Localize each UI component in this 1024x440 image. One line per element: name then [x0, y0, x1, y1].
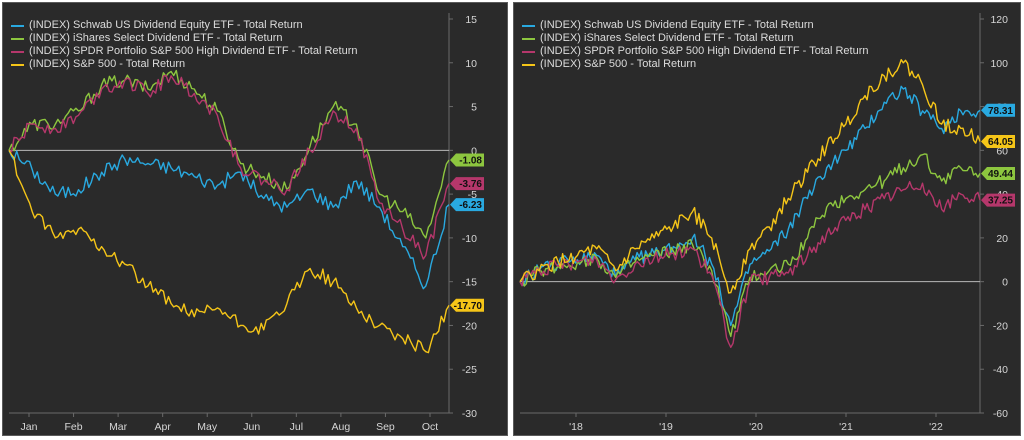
legend-label-spdr: (INDEX) SPDR Portfolio S&P 500 High Divi…	[540, 45, 869, 57]
end-label-text-schwab: -6.23	[459, 200, 482, 211]
series-line-spdr	[519, 180, 981, 348]
legend-swatch-sp500	[522, 63, 535, 66]
legend-item-ishares: (INDEX) iShares Select Dividend ETF - To…	[11, 32, 358, 45]
end-label-sp500: -17.70	[450, 298, 484, 312]
end-label-tag-sp500	[981, 134, 1015, 148]
legend-swatch-sp500	[11, 63, 24, 66]
ytd-x-tick-label: Apr	[154, 421, 171, 433]
legend-item-schwab: (INDEX) Schwab US Dividend Equity ETF - …	[11, 19, 358, 32]
ytd-y-tick-label: -5	[468, 189, 477, 201]
ytd-y-tick-label: -25	[462, 364, 477, 376]
end-label-text-sp500: 64.05	[988, 137, 1013, 148]
legend-swatch-schwab	[522, 24, 535, 27]
legend-swatch-schwab	[11, 24, 24, 27]
5y-x-tick-label: '19	[659, 421, 673, 433]
ytd-x-tick-label: Jan	[21, 421, 38, 433]
legend-item-sp500: (INDEX) S&P 500 - Total Return	[11, 58, 358, 71]
end-label-text-spdr: -3.76	[459, 179, 482, 190]
chart-5y-svg: 120100806040200-20-40-60'18'19'20'21'227…	[519, 13, 1015, 433]
end-label-text-schwab: 78.31	[988, 106, 1013, 117]
ytd-y-tick-label: 5	[471, 102, 477, 114]
ytd-x-tick-label: Mar	[109, 421, 128, 433]
5y-y-tick-label: 60	[996, 145, 1008, 157]
ytd-y-tick-label: 10	[465, 58, 477, 70]
ytd-y-tick-label: -30	[462, 408, 477, 420]
end-label-text-sp500: -17.70	[454, 301, 483, 312]
end-label-ishares: 49.44	[981, 166, 1015, 180]
chart-ytd-svg: 15 10 5 0 -5 -10 -15 -20 -25 -30 Jan Feb Mar Apr May Ju…	[8, 13, 484, 433]
series-line-sp500	[8, 149, 450, 354]
legend-label-sp500: (INDEX) S&P 500 - Total Return	[540, 58, 697, 70]
legend-item-spdr: (INDEX) SPDR Portfolio S&P 500 High Divi…	[11, 45, 358, 58]
end-label-tag-sp500	[450, 298, 484, 312]
ytd-y-tick-label: 0	[471, 145, 477, 157]
5y-y-tick-label: -20	[993, 320, 1008, 332]
legend-swatch-spdr	[522, 50, 535, 53]
ytd-y-tick-label: -15	[462, 277, 477, 289]
series-line-schwab	[8, 150, 450, 290]
legend-label-spdr: (INDEX) SPDR Portfolio S&P 500 High Divi…	[29, 45, 358, 57]
5y-x-tick-label: '18	[569, 421, 583, 433]
end-label-tag-spdr	[450, 177, 484, 191]
legend-item-ishares: (INDEX) iShares Select Dividend ETF - To…	[522, 32, 869, 45]
end-label-spdr: -3.76	[450, 177, 484, 191]
5y-y-tick-label: 0	[1002, 277, 1008, 289]
ytd-x-tick-label: Jul	[290, 421, 303, 433]
end-label-ishares: -1.08	[450, 153, 484, 167]
chart-panel-ytd: 15 10 5 0 -5 -10 -15 -20 -25 -30 Jan Feb Mar Apr May Ju…	[2, 2, 508, 436]
end-label-tag-ishares	[450, 153, 484, 167]
ytd-x-tick-label: Aug	[332, 421, 351, 433]
5y-x-tick-label: '20	[749, 421, 763, 433]
end-label-text-spdr: 37.25	[988, 196, 1013, 207]
ytd-x-tick-label: Jun	[243, 421, 260, 433]
end-label-schwab: 78.31	[981, 103, 1015, 117]
legend-swatch-ishares	[522, 37, 535, 40]
5y-y-tick-label: -40	[993, 364, 1008, 376]
legend-label-schwab: (INDEX) Schwab US Dividend Equity ETF - …	[29, 19, 303, 31]
5y-x-tick-label: '22	[929, 421, 943, 433]
series-line-schwab	[519, 85, 981, 327]
legend-5y: (INDEX) Schwab US Dividend Equity ETF - …	[522, 19, 869, 71]
end-label-tag-schwab	[450, 198, 484, 212]
end-label-text-ishares: 49.44	[988, 169, 1013, 180]
legend-item-sp500: (INDEX) S&P 500 - Total Return	[522, 58, 869, 71]
legend-item-spdr: (INDEX) SPDR Portfolio S&P 500 High Divi…	[522, 45, 869, 58]
legend-item-schwab: (INDEX) Schwab US Dividend Equity ETF - …	[522, 19, 869, 32]
legend-label-schwab: (INDEX) Schwab US Dividend Equity ETF - …	[540, 19, 814, 31]
5y-y-tick-label: -60	[993, 408, 1008, 420]
5y-y-tick-label: 100	[990, 58, 1008, 70]
end-label-spdr: 37.25	[981, 193, 1015, 207]
5y-x-tick-label: '21	[839, 421, 853, 433]
ytd-x-tick-label: May	[197, 421, 218, 433]
ytd-y-tick-label: -10	[462, 233, 477, 245]
ytd-y-tick-label: 15	[465, 14, 477, 26]
series-line-ishares	[8, 69, 450, 239]
legend-label-ishares: (INDEX) iShares Select Dividend ETF - To…	[29, 32, 283, 44]
ytd-y-tick-label: -20	[462, 320, 477, 332]
legend-label-sp500: (INDEX) S&P 500 - Total Return	[29, 58, 186, 70]
end-label-tag-schwab	[981, 103, 1015, 117]
legend-ytd: (INDEX) Schwab US Dividend Equity ETF - …	[11, 19, 358, 71]
ytd-x-tick-label: Feb	[65, 421, 83, 433]
5y-y-tick-label: 120	[990, 14, 1008, 26]
end-label-text-ishares: -1.08	[459, 155, 482, 166]
ytd-x-tick-label: Oct	[422, 421, 438, 433]
series-line-ishares	[519, 153, 981, 338]
end-label-tag-spdr	[981, 193, 1015, 207]
legend-label-ishares: (INDEX) iShares Select Dividend ETF - To…	[540, 32, 794, 44]
end-label-schwab: -6.23	[450, 198, 484, 212]
5y-y-tick-label: 20	[996, 233, 1008, 245]
ytd-x-tick-label: Sep	[376, 421, 395, 433]
end-label-tag-ishares	[981, 166, 1015, 180]
chart-panel-5y: 120100806040200-20-40-60'18'19'20'21'227…	[513, 2, 1021, 436]
series-line-sp500	[519, 59, 981, 294]
series-line-spdr	[8, 74, 450, 260]
end-label-sp500: 64.05	[981, 134, 1015, 148]
legend-swatch-spdr	[11, 50, 24, 53]
legend-swatch-ishares	[11, 37, 24, 40]
